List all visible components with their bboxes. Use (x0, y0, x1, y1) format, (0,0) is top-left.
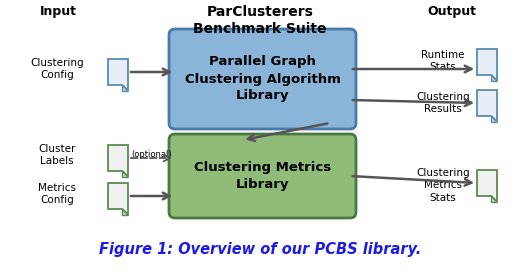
Polygon shape (108, 59, 128, 91)
FancyBboxPatch shape (169, 134, 356, 218)
Polygon shape (122, 85, 128, 91)
Polygon shape (491, 196, 497, 201)
Text: Clustering
Metrics
Stats: Clustering Metrics Stats (416, 168, 470, 203)
Text: Output: Output (427, 5, 476, 18)
Polygon shape (491, 75, 497, 81)
Text: Runtime
Stats: Runtime Stats (421, 50, 465, 72)
Text: Clustering
Config: Clustering Config (30, 58, 84, 80)
Polygon shape (477, 170, 497, 201)
Text: Clustering
Results: Clustering Results (416, 92, 470, 114)
Polygon shape (122, 171, 128, 177)
Polygon shape (108, 145, 128, 177)
Text: Parallel Graph
Clustering Algorithm
Library: Parallel Graph Clustering Algorithm Libr… (185, 55, 341, 102)
Polygon shape (477, 90, 497, 122)
Text: Metrics
Config: Metrics Config (38, 183, 76, 205)
Polygon shape (122, 209, 128, 215)
Text: (optional): (optional) (132, 150, 172, 159)
Polygon shape (108, 183, 128, 215)
FancyBboxPatch shape (169, 29, 356, 129)
Text: Cluster
Labels: Cluster Labels (38, 144, 76, 166)
Text: Input: Input (40, 5, 76, 18)
Polygon shape (477, 49, 497, 81)
Text: ParClusterers
Benchmark Suite: ParClusterers Benchmark Suite (193, 5, 327, 36)
Text: Clustering Metrics
Library: Clustering Metrics Library (194, 161, 331, 191)
Polygon shape (491, 116, 497, 122)
Text: Figure 1: Overview of our PCBS library.: Figure 1: Overview of our PCBS library. (99, 242, 421, 257)
